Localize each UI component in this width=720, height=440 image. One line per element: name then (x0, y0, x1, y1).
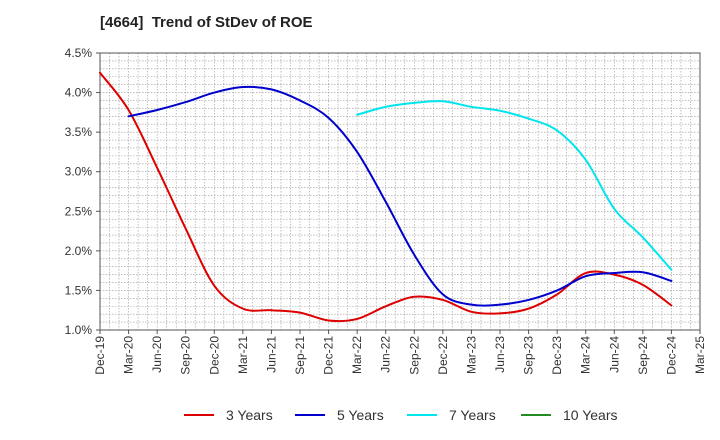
x-tick-label: Dec-23 (550, 336, 564, 375)
y-tick-label: 3.0% (65, 165, 93, 179)
x-tick-label: Jun-20 (150, 336, 164, 373)
x-tick-label: Sep-23 (522, 336, 536, 375)
legend-label-10-years: 10 Years (563, 407, 618, 423)
series-line-5-years (127, 85, 673, 307)
legend: 3 Years 5 Years 7 Years 10 Years (0, 404, 720, 426)
x-tick-label: Sep-24 (636, 336, 650, 375)
x-tick-label: Mar-20 (122, 336, 136, 374)
series-line-7-years (356, 100, 673, 271)
series-line-3-years (99, 71, 673, 323)
legend-swatch-3-years (184, 414, 214, 416)
x-tick-label: Sep-21 (293, 336, 307, 375)
x-tick-label: Mar-21 (236, 336, 250, 374)
legend-swatch-7-years (407, 414, 437, 416)
y-tick-label: 1.5% (65, 283, 93, 297)
legend-swatch-5-years (295, 414, 325, 416)
x-tick-label: Jun-23 (493, 336, 507, 373)
y-tick-label: 2.0% (65, 244, 93, 258)
plot-frame (99, 52, 701, 331)
x-tick-label: Mar-24 (579, 336, 593, 374)
x-tick-label: Dec-19 (93, 336, 107, 375)
chart-title: [4664] Trend of StDev of ROE (100, 14, 313, 31)
x-tick-label: Jun-24 (607, 336, 621, 373)
legend-label-3-years: 3 Years (226, 407, 273, 423)
legend-item-5-years: 5 Years (295, 404, 384, 426)
legend-swatch-10-years (521, 414, 551, 416)
legend-item-3-years: 3 Years (184, 404, 273, 426)
legend-label-7-years: 7 Years (449, 407, 496, 423)
x-tick-label: Dec-22 (436, 336, 450, 375)
x-tick-label: Sep-22 (407, 336, 421, 375)
x-tick-label: Mar-22 (350, 336, 364, 374)
x-tick-label: Dec-21 (322, 336, 336, 375)
y-tick-label: 1.0% (65, 323, 93, 337)
y-tick-label: 3.5% (65, 125, 93, 139)
legend-item-7-years: 7 Years (407, 404, 496, 426)
y-tick-label: 4.5% (65, 46, 93, 60)
legend-label-5-years: 5 Years (337, 407, 384, 423)
x-tick-label: Jun-21 (264, 336, 278, 373)
y-tick-label: 4.0% (65, 86, 93, 100)
x-tick-label: Jun-22 (379, 336, 393, 373)
x-tick-label: Dec-24 (664, 336, 678, 375)
plot-area (100, 53, 700, 330)
x-tick-label: Mar-25 (693, 336, 707, 374)
x-tick-label: Mar-23 (464, 336, 478, 374)
legend-item-10-years: 10 Years (521, 404, 618, 426)
x-tick-label: Dec-20 (207, 336, 221, 375)
y-tick-label: 2.5% (65, 204, 93, 218)
x-tick-label: Sep-20 (179, 336, 193, 375)
